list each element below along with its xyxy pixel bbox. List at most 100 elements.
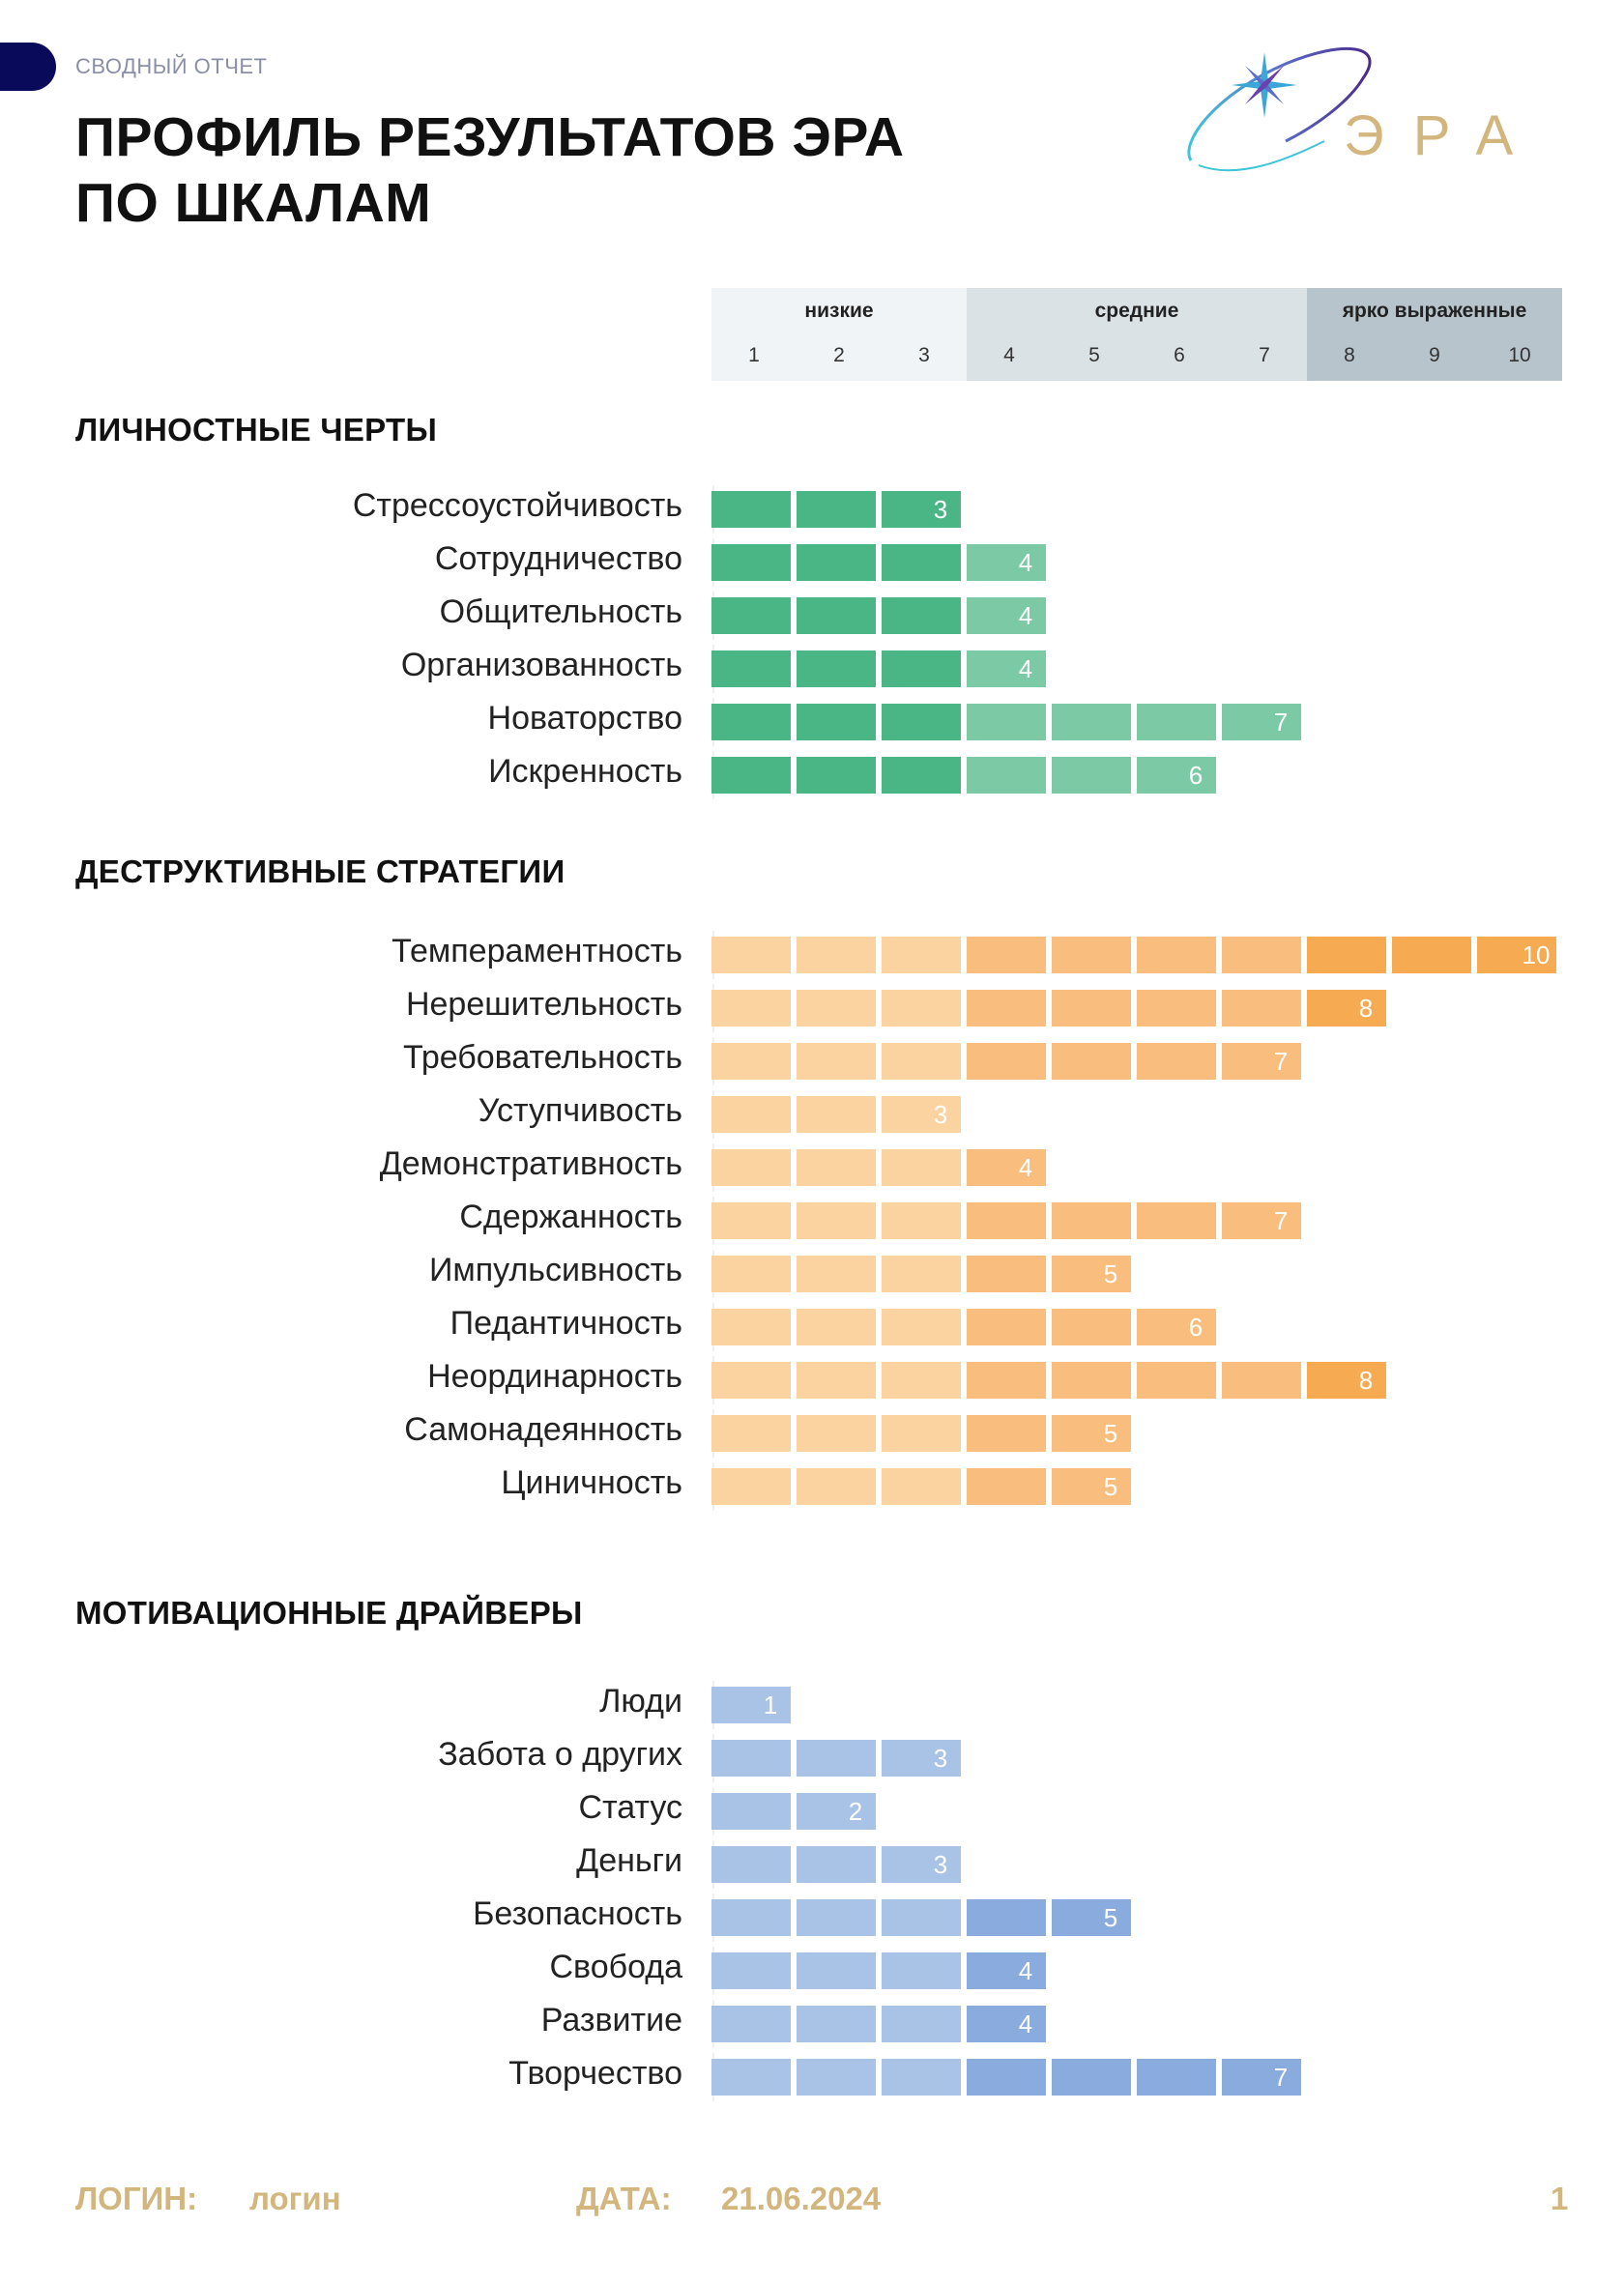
bar-segment [711, 1096, 791, 1133]
bar-segment [1137, 937, 1216, 973]
bar-segment [882, 1846, 961, 1883]
page-title-line-2: ПО ШКАЛАМ [75, 172, 432, 234]
bar-segment [882, 1468, 961, 1505]
score-row: Люди 1 [0, 1681, 1624, 1729]
category-label: Творчество [508, 2055, 682, 2092]
score-row: Уступчивость 3 [0, 1090, 1624, 1139]
score-row: Педантичность 6 [0, 1303, 1624, 1351]
bar-segment [711, 704, 791, 740]
bar-segment [797, 651, 876, 687]
bar-segment [967, 1362, 1046, 1399]
bar-segment [1052, 990, 1131, 1026]
score-row: Циничность 5 [0, 1462, 1624, 1511]
bar-segment [711, 651, 791, 687]
bar-segment [882, 1309, 961, 1345]
category-label: Статус [578, 1789, 682, 1826]
bar-segment [967, 1309, 1046, 1345]
bar-segment [711, 1793, 791, 1830]
category-label: Сдержанность [459, 1199, 682, 1235]
category-label: Педантичность [450, 1305, 682, 1342]
bar-segment [797, 1202, 876, 1239]
bar-segment [882, 937, 961, 973]
bar-segment [967, 1899, 1046, 1936]
score-row: Деньги 3 [0, 1840, 1624, 1889]
bar-segment [1052, 1256, 1131, 1292]
scale-band-label: ярко выраженные [1342, 300, 1527, 322]
bar-segment [711, 1256, 791, 1292]
scale-tick-label: 10 [1508, 344, 1531, 366]
bar-segment [797, 704, 876, 740]
bar-segment [967, 544, 1046, 581]
bar-segment [967, 1415, 1046, 1452]
bar-value-label: 4 [1018, 601, 1033, 630]
scale-tick-label: 2 [833, 344, 845, 366]
bar-segment [797, 1309, 876, 1345]
bar-segment [1222, 937, 1301, 973]
bar-value-label: 1 [763, 1691, 778, 1720]
page-number: 1 [1551, 2181, 1569, 2216]
score-row: Творчество 7 [0, 2053, 1624, 2101]
section-title-motivation: МОТИВАЦИОННЫЕ ДРАЙВЕРЫ [75, 1595, 583, 1631]
category-label: Импульсивность [428, 1252, 682, 1288]
bar-segment [797, 544, 876, 581]
bar-value-label: 4 [1018, 654, 1033, 683]
score-row: Общительность 4 [0, 592, 1624, 640]
bar-segment [882, 1740, 961, 1777]
bar-segment [711, 1468, 791, 1505]
bar-value-label: 6 [1188, 1313, 1204, 1342]
bar-segment [967, 1952, 1046, 1989]
bar-segment [1137, 990, 1216, 1026]
bar-value-label: 4 [1018, 548, 1033, 577]
category-label: Организованность [400, 647, 682, 683]
bar-value-label: 3 [933, 1744, 948, 1773]
bar-segment [1307, 937, 1386, 973]
bar-segment [711, 2006, 791, 2042]
score-row: Статус 2 [0, 1787, 1624, 1836]
bar-segment [797, 597, 876, 634]
bar-segment [797, 1846, 876, 1883]
category-label: Общительность [439, 593, 682, 630]
category-label: Неординарность [427, 1358, 682, 1395]
bar-segment [711, 937, 791, 973]
bar-segment [1222, 1362, 1301, 1399]
bar-value-label: 5 [1103, 1419, 1118, 1448]
category-label: Стрессоустойчивость [352, 487, 682, 524]
bar-segment [797, 2059, 876, 2096]
scale-tick-label: 8 [1344, 344, 1355, 366]
scale-tick-label: 6 [1174, 344, 1185, 366]
bar-segment [1222, 1043, 1301, 1080]
scale-header: низкие средние ярко выраженные 1 2 3 4 5 6 7 8 9 10 [711, 288, 1566, 381]
bar-segment [1222, 704, 1301, 740]
bar-segment [967, 2059, 1046, 2096]
bar-segment [1222, 1202, 1301, 1239]
bar-value-label: 8 [1358, 994, 1374, 1023]
bar-value-label: 4 [1018, 1956, 1033, 1985]
bar-segment [882, 1899, 961, 1936]
bar-segment [1052, 937, 1131, 973]
bar-segment [711, 1740, 791, 1777]
bar-segment [967, 757, 1046, 794]
bar-value-label: 5 [1103, 1472, 1118, 1501]
corner-tab-marker [0, 43, 56, 91]
bar-segment [1052, 704, 1131, 740]
bar-segment [711, 1415, 791, 1452]
bar-segment [711, 1362, 791, 1399]
star-icon [1232, 52, 1297, 118]
bar-segment [882, 1149, 961, 1186]
bar-segment [967, 990, 1046, 1026]
bar-segment [1052, 1202, 1131, 1239]
bar-segment [797, 1793, 876, 1830]
section-title-destructive: ДЕСТРУКТИВНЫЕ СТРАТЕГИИ [75, 853, 566, 889]
bar-segment [967, 1256, 1046, 1292]
bar-value-label: 3 [933, 1100, 948, 1129]
category-label: Темпераментность [392, 933, 682, 969]
category-label: Нерешительность [405, 986, 682, 1023]
bar-segment [797, 1899, 876, 1936]
bar-segment [797, 491, 876, 528]
bar-segment [711, 2059, 791, 2096]
logo-wordmark: ЭРА [1344, 104, 1542, 167]
bar-segment [1052, 1468, 1131, 1505]
bar-segment [882, 757, 961, 794]
bar-segment [882, 2059, 961, 2096]
bar-segment [882, 1362, 961, 1399]
